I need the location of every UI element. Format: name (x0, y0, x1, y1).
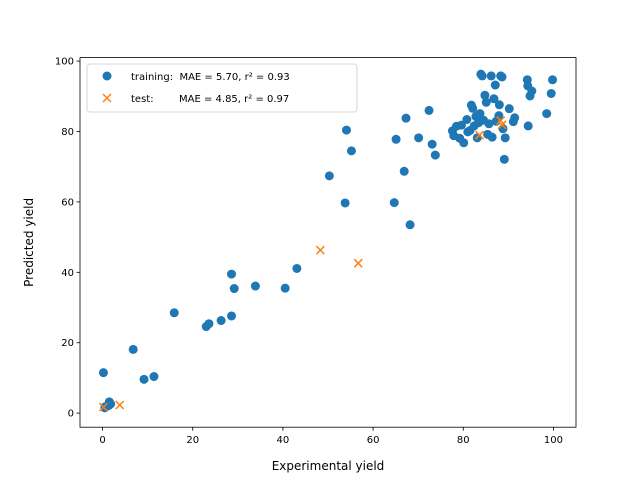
legend-test-marker (102, 93, 112, 103)
training-point (497, 72, 507, 82)
training-point (98, 368, 108, 378)
y-tick-label: 40 (61, 268, 74, 279)
test-point (98, 402, 108, 412)
training-point (389, 198, 399, 208)
training-point (169, 308, 179, 318)
x-tick-label: 20 (186, 435, 199, 446)
training-point (487, 132, 497, 142)
y-tick-label: 100 (55, 57, 74, 68)
training-point (405, 220, 415, 230)
training-point (280, 283, 290, 293)
x-tick-label: 80 (457, 435, 470, 446)
training-point (484, 119, 494, 129)
x-tick-label: 40 (277, 435, 290, 446)
x-tick-label: 0 (99, 435, 105, 446)
legend: training: MAE = 5.70, r² = 0.93 test: MA… (86, 63, 358, 113)
training-point (494, 111, 504, 121)
legend-training-label: training: MAE = 5.70, r² = 0.93 (131, 72, 290, 83)
training-point (468, 103, 478, 113)
training-point (292, 263, 302, 273)
training-point (227, 269, 237, 279)
training-point (430, 150, 440, 160)
y-tick-label: 0 (68, 409, 74, 420)
training-point (542, 109, 552, 119)
legend-test-label: test: MAE = 4.85, r² = 0.97 (131, 94, 289, 105)
training-point (401, 113, 411, 123)
test-point (474, 130, 485, 140)
training-point (510, 113, 520, 123)
x-tick-label: 60 (367, 435, 380, 446)
training-point (546, 89, 556, 99)
training-point (481, 97, 491, 107)
training-point (324, 171, 334, 181)
training-point (523, 121, 533, 131)
training-point (340, 198, 350, 208)
training-point (494, 100, 504, 110)
y-tick-label: 80 (61, 127, 74, 138)
training-point (500, 133, 510, 143)
training-point (204, 319, 214, 329)
y-axis: 0 20 40 60 80 100 (55, 57, 80, 420)
training-point (527, 86, 537, 96)
training-point (106, 399, 116, 409)
training-point (424, 105, 434, 115)
data-points-layer (98, 69, 558, 413)
x-tick-label: 100 (544, 435, 563, 446)
training-point (149, 372, 159, 382)
x-axis-label: Experimental yield (272, 459, 385, 473)
training-point (480, 90, 490, 100)
training-point (346, 146, 356, 156)
training-point (504, 104, 514, 114)
training-point (391, 134, 401, 144)
legend-box (86, 63, 358, 113)
test-point (115, 400, 125, 410)
training-point (499, 154, 509, 164)
training-point (486, 71, 496, 81)
y-axis-label: Predicted yield (22, 198, 36, 287)
training-point (341, 125, 351, 135)
training-point (414, 133, 424, 143)
training-point (475, 109, 485, 119)
training-point (459, 138, 469, 148)
training-point (490, 80, 500, 90)
test-point (315, 245, 325, 255)
legend-training-marker (102, 71, 112, 81)
training-point (229, 284, 239, 294)
training-point (139, 374, 149, 384)
training-point (216, 316, 226, 326)
training-point (477, 71, 487, 81)
y-tick-label: 60 (61, 197, 74, 208)
training-point (128, 344, 138, 354)
training-point (427, 139, 437, 149)
training-point (399, 166, 409, 176)
training-point (250, 281, 260, 291)
test-point (353, 258, 363, 268)
x-axis: 0 20 40 60 80 100 (99, 427, 563, 446)
training-point (456, 120, 466, 130)
test-point (497, 120, 507, 130)
y-tick-label: 20 (61, 338, 74, 349)
training-point (227, 311, 237, 321)
training-point (462, 115, 472, 125)
training-point (548, 75, 558, 85)
training-point (489, 94, 499, 104)
plot-area-frame (79, 57, 577, 428)
